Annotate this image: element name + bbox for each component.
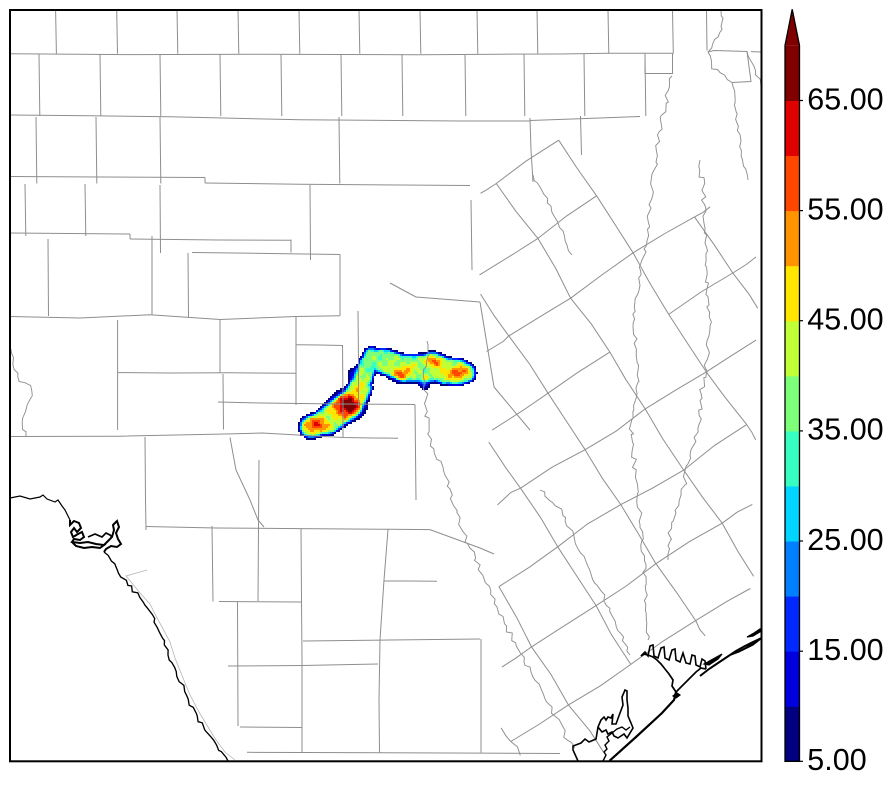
svg-text:15.00: 15.00	[807, 633, 883, 667]
svg-text:25.00: 25.00	[807, 523, 883, 557]
svg-text:55.00: 55.00	[807, 192, 883, 226]
svg-text:45.00: 45.00	[807, 303, 883, 337]
svg-text:5.00: 5.00	[807, 743, 866, 777]
svg-text:65.00: 65.00	[807, 82, 883, 116]
svg-text:35.00: 35.00	[807, 413, 883, 447]
